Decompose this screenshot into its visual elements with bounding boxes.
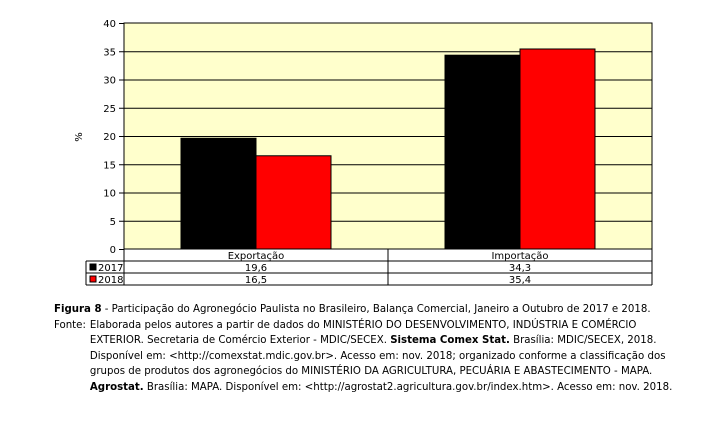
data-label: 35,4 [509, 275, 531, 286]
figure-caption-block: Figura 8 - Participação do Agronegócio P… [54, 302, 704, 395]
source-bold-2: Agrostat. [89, 381, 144, 393]
y-axis-label: % [74, 132, 85, 142]
source-text: Elaborada pelos autores a partir de dado… [90, 318, 680, 396]
y-tick-label: 10 [103, 189, 116, 200]
y-tick-label: 20 [103, 132, 116, 143]
legend-swatch-2018 [89, 275, 97, 283]
legend-label: 2017 [98, 263, 123, 274]
source-part-3: Brasília: MAPA. Disponível em: <http://a… [143, 381, 673, 393]
bar-chart: 0 5 10 15 20 25 30 35 40% Exportação Importação 201… [74, 19, 653, 286]
legend-swatch-2017 [89, 263, 97, 271]
y-tick-label: 35 [103, 47, 116, 58]
data-label: 16,5 [245, 275, 267, 286]
data-label: 34,3 [509, 263, 531, 274]
figure-title: - Participação do Agronegócio Paulista n… [101, 304, 651, 315]
source-label: Fonte: [54, 319, 86, 331]
bar-2017-1 [444, 54, 521, 250]
source-part-2: Brasília: MDIC/SECEX, 2018. Disponível e… [89, 335, 666, 377]
y-tick-label: 30 [103, 76, 116, 87]
legend-label: 2018 [98, 275, 123, 286]
source-note: Fonte: Elaborada pelos autores a partir … [54, 318, 704, 396]
x-tick-label: Importação [491, 251, 548, 262]
y-tick-label: 0 [110, 245, 116, 256]
bar-2018-0 [255, 155, 332, 250]
source-bold-1: Sistema Comex Stat. [390, 335, 510, 346]
bar-2017-0 [180, 137, 257, 250]
y-tick-label: 40 [103, 19, 116, 30]
bar-2018-1 [519, 48, 596, 250]
source-part-1: Elaborada pelos autores a partir de dado… [89, 319, 637, 347]
y-tick-label: 15 [103, 160, 116, 171]
figure-label: Figura 8 [54, 304, 102, 315]
figure-caption: Figura 8 - Participação do Agronegócio P… [54, 302, 704, 318]
y-tick-label: 25 [103, 104, 116, 115]
x-tick-label: Exportação [228, 251, 285, 262]
data-label: 19,6 [245, 263, 267, 274]
y-tick-label: 5 [110, 217, 116, 228]
